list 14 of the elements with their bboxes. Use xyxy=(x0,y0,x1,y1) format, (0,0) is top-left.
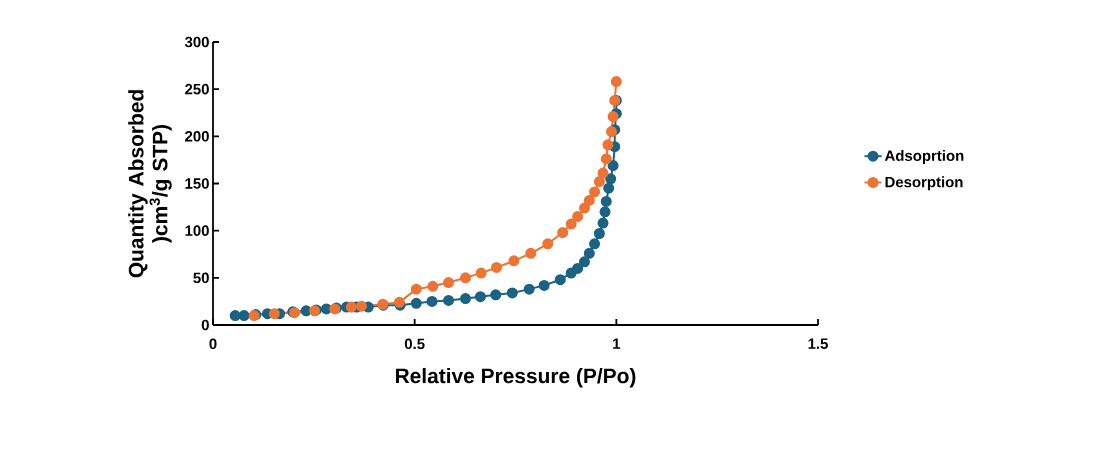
x-tick-label: 1.5 xyxy=(808,338,828,349)
y-tick-label: 300 xyxy=(184,36,209,48)
y-tick-label: 50 xyxy=(193,272,209,284)
legend-label: Adsoprtion xyxy=(884,150,964,164)
y-tick-label: 200 xyxy=(185,131,209,142)
x-tick-label: 1 xyxy=(613,338,621,349)
legend-label: Desorption xyxy=(885,176,963,191)
y-tick-label: 250 xyxy=(185,83,209,95)
y-tick-label: 100 xyxy=(185,225,209,236)
x-axis-title: Relative Pressure (P/Po) xyxy=(395,367,636,388)
x-tick-label: 0.5 xyxy=(404,338,425,350)
y-tick-label: 0 xyxy=(201,319,209,331)
x-tick-label: 0 xyxy=(209,338,217,350)
y-tick-label: 150 xyxy=(185,178,209,189)
